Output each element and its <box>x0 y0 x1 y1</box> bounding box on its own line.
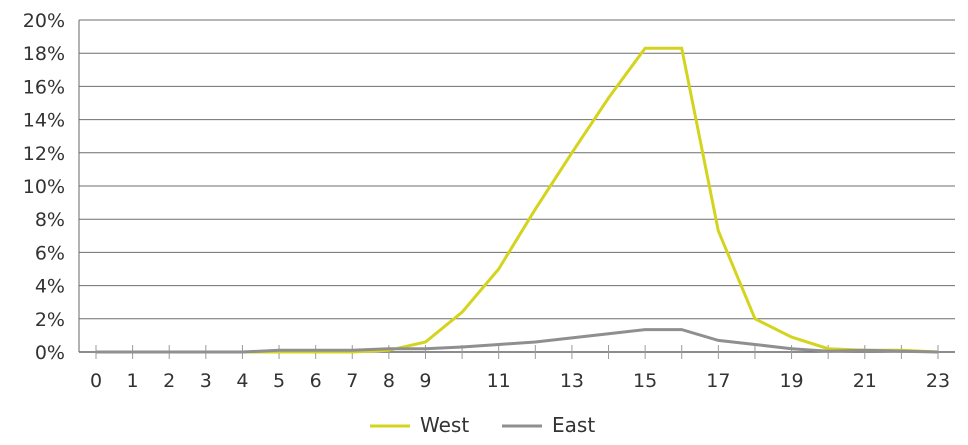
x-tick-label: 19 <box>779 370 803 392</box>
legend: West East <box>370 413 595 437</box>
y-tick-label: 10% <box>23 176 65 198</box>
legend-item-west: West <box>370 413 469 437</box>
y-tick-label: 12% <box>23 143 65 165</box>
x-tick-label: 17 <box>706 370 730 392</box>
x-tick-label: 9 <box>419 370 431 392</box>
y-tick-label: 6% <box>35 242 65 264</box>
y-tick-label: 14% <box>23 110 65 132</box>
legend-item-east: East <box>502 413 595 437</box>
y-tick-label: 4% <box>35 276 65 298</box>
x-tick-label: 6 <box>310 370 322 392</box>
series-line-west <box>96 46 939 354</box>
x-tick-label: 5 <box>273 370 285 392</box>
y-tick-label: 0% <box>35 342 65 364</box>
x-tick-label: 13 <box>560 370 584 392</box>
y-tick-label: 20% <box>23 10 65 32</box>
legend-label: West <box>420 413 469 437</box>
legend-label: East <box>552 413 595 437</box>
x-tick-label: 1 <box>127 370 139 392</box>
x-tick-label: 11 <box>487 370 511 392</box>
x-tick-label: 2 <box>163 370 175 392</box>
x-tick-label: 21 <box>853 370 877 392</box>
x-tick-label: 15 <box>633 370 657 392</box>
series-lines <box>96 46 939 354</box>
y-tick-label: 18% <box>23 43 65 65</box>
series-line-east <box>96 328 939 354</box>
x-tick-label: 7 <box>346 370 358 392</box>
y-tick-label: 8% <box>35 209 65 231</box>
x-tick-label: 23 <box>926 370 950 392</box>
x-tick-label: 3 <box>200 370 212 392</box>
y-axis: 0% 2% 4% 6% 8% 10% 12% 14% 16% 18% 20% <box>23 10 80 364</box>
x-tick-label: 4 <box>236 370 248 392</box>
grid-lines <box>79 19 955 353</box>
y-tick-label: 16% <box>23 76 65 98</box>
x-tick-label: 8 <box>383 370 395 392</box>
y-tick-label: 2% <box>35 309 65 331</box>
x-tick-label: 0 <box>90 370 102 392</box>
